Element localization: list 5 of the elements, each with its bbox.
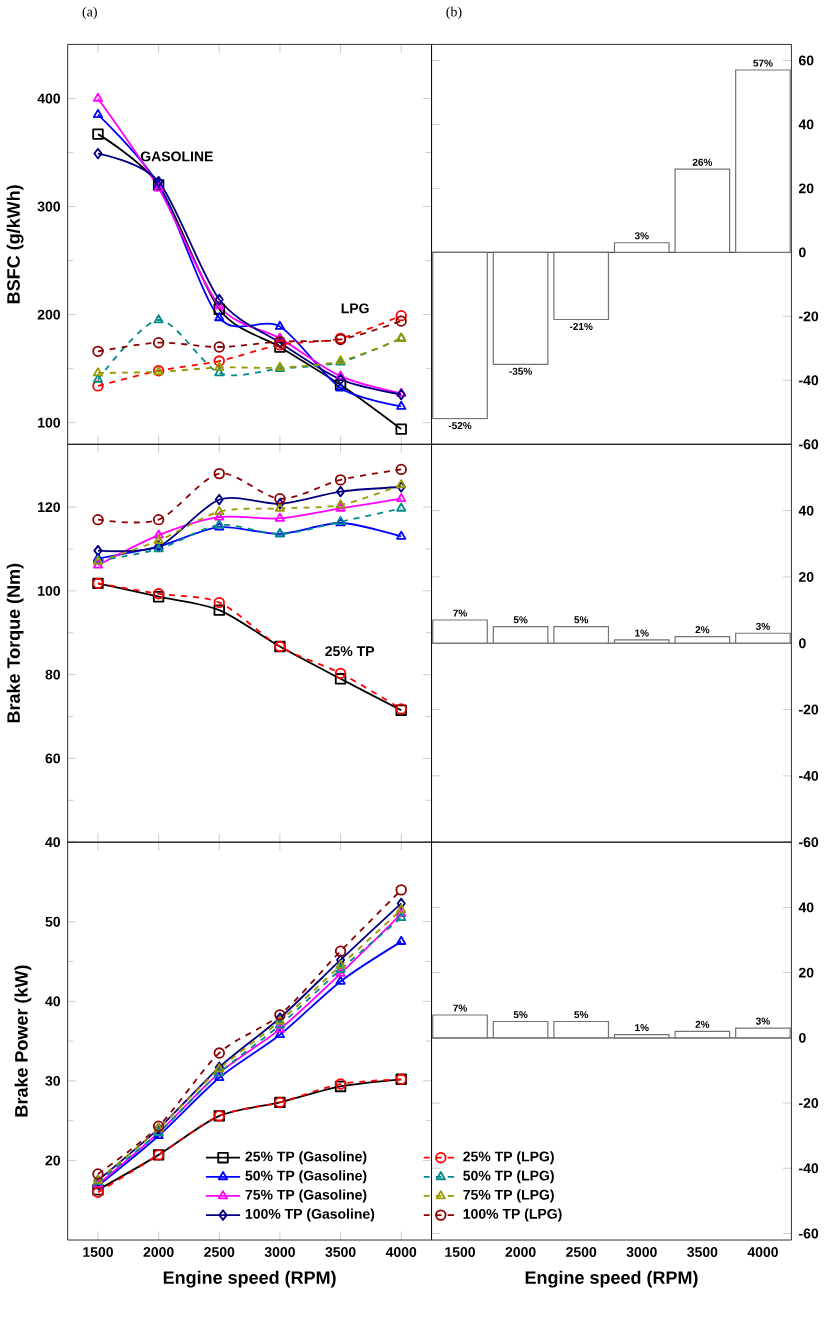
y-axis-title: Brake Torque (Nm)	[7, 563, 24, 723]
x-axis-title: Engine speed (RPM)	[525, 1270, 698, 1288]
y-axis-title: BSFC (g/kWh)	[6, 185, 24, 304]
x-axis-title: Engine speed (RPM)	[164, 1270, 336, 1288]
y-axis-title: Brake Power (kW)	[14, 965, 32, 1117]
